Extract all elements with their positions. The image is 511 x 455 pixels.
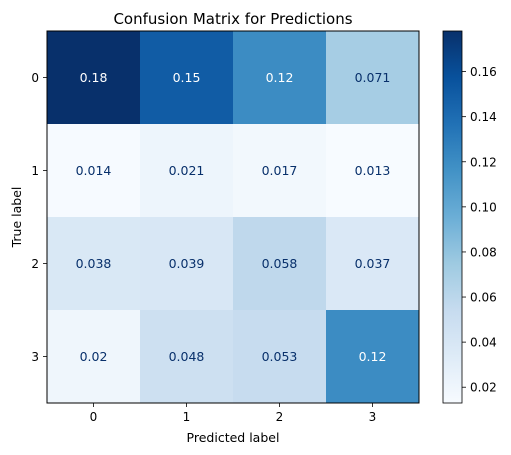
cell-value-label: 0.021 <box>169 163 205 178</box>
x-axis-ticks: 0 1 2 3 <box>90 403 377 424</box>
cell-value-label: 0.053 <box>262 349 298 364</box>
cell-value-label: 0.017 <box>262 163 298 178</box>
x-axis-label: Predicted label <box>187 430 280 445</box>
cell-value-label: 0.02 <box>80 349 108 364</box>
colorbar-tick-label: 0.08 <box>470 245 497 259</box>
cell-value-label: 0.039 <box>169 256 205 271</box>
colorbar <box>443 31 462 403</box>
cell-value-label: 0.037 <box>355 256 391 271</box>
heatmap-cells <box>47 31 420 404</box>
x-tick-label: 0 <box>90 410 98 424</box>
y-tick-label: 0 <box>31 71 39 85</box>
cell-value-label: 0.12 <box>266 70 294 85</box>
y-axis-ticks: 0 1 2 3 <box>31 71 47 364</box>
colorbar-tick-label: 0.10 <box>470 200 497 214</box>
colorbar-tick-label: 0.12 <box>470 155 497 169</box>
cell-value-label: 0.038 <box>76 256 112 271</box>
colorbar-tick-label: 0.06 <box>470 291 497 305</box>
y-axis-label: True label <box>9 187 24 249</box>
cell-value-label: 0.071 <box>355 70 391 85</box>
chart-title: Confusion Matrix for Predictions <box>113 10 352 28</box>
y-tick-label: 1 <box>31 164 39 178</box>
cell-value-label: 0.12 <box>359 349 387 364</box>
colorbar-tick-label: 0.14 <box>470 110 497 124</box>
cell-value-label: 0.18 <box>80 70 108 85</box>
colorbar-tick-label: 0.02 <box>470 381 497 395</box>
cell-value-label: 0.058 <box>262 256 298 271</box>
y-tick-label: 3 <box>31 350 39 364</box>
colorbar-ticks: 0.02 0.04 0.06 0.08 0.10 0.12 0.14 0.16 <box>462 65 497 395</box>
cell-value-label: 0.048 <box>169 349 205 364</box>
colorbar-tick-label: 0.16 <box>470 65 497 79</box>
x-tick-label: 2 <box>276 410 284 424</box>
cell-value-label: 0.013 <box>355 163 391 178</box>
y-tick-label: 2 <box>31 257 39 271</box>
cell-value-label: 0.15 <box>173 70 201 85</box>
x-tick-label: 3 <box>369 410 377 424</box>
colorbar-tick-label: 0.04 <box>470 336 497 350</box>
cell-value-label: 0.014 <box>76 163 112 178</box>
x-tick-label: 1 <box>183 410 191 424</box>
